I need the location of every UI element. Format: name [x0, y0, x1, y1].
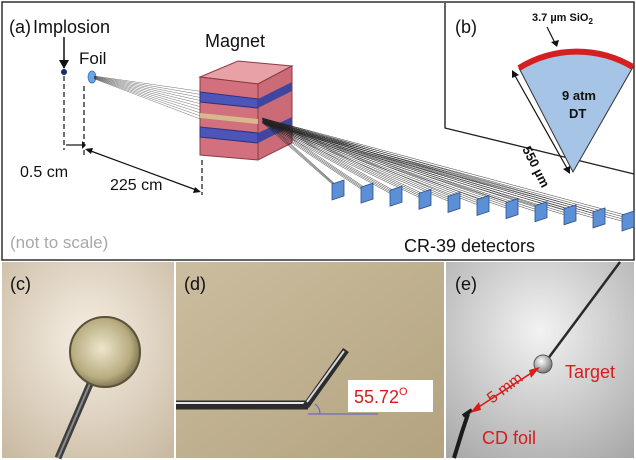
scale-note: (not to scale)	[10, 233, 108, 252]
beam-ray	[261, 122, 517, 212]
beam-ray	[261, 120, 370, 194]
cr39-detector	[534, 201, 548, 223]
detector-array	[331, 179, 635, 232]
shell-arrow	[546, 26, 556, 44]
beam-ray	[93, 77, 206, 112]
dispersed-beam	[261, 117, 633, 225]
cr39-detector	[360, 182, 374, 204]
beam-ray	[261, 122, 401, 200]
stalk-bent	[303, 347, 349, 409]
magnet	[198, 60, 294, 161]
distance-arrowhead-b	[529, 367, 540, 378]
cr39-detector	[476, 194, 490, 217]
dist-arrowhead-small	[82, 141, 86, 149]
beam-ray	[261, 120, 631, 222]
dist-arrowhead-large-a	[85, 148, 93, 154]
shell-arrowhead	[551, 40, 559, 47]
detectors-label: CR-39 detectors	[404, 236, 535, 256]
magnet-gap	[200, 113, 258, 124]
beam-ray	[261, 122, 372, 197]
beam-ray	[261, 117, 597, 213]
panel-a-label: (a)	[9, 17, 31, 37]
dist-small-label: 0.5 cm	[20, 164, 68, 181]
implosion-label: Implosion	[33, 17, 110, 37]
proton-beam	[93, 75, 206, 121]
beam-ray	[93, 78, 206, 118]
cr39-detector	[447, 191, 461, 213]
panel-c: (c)	[2, 262, 174, 460]
beam-ray	[261, 119, 367, 191]
beam-ray	[261, 120, 602, 219]
radius-arrowhead-b	[563, 166, 570, 174]
radius-arrow	[513, 73, 569, 171]
fill-pressure-label: 9 atm	[562, 88, 596, 103]
foil-sample	[69, 316, 141, 388]
panel-e-label: (e)	[455, 274, 477, 294]
cr39-detector	[389, 185, 403, 207]
panel-c-label: (c)	[10, 274, 31, 294]
shell-thickness-label: 3.7 µm SiO2	[532, 12, 593, 26]
ablator-shell	[517, 48, 635, 71]
implosion-point	[61, 69, 67, 75]
target-label: Target	[565, 362, 615, 382]
implosion-arrowhead	[59, 60, 69, 69]
panel-e: 5 mm Target CD foil (e)	[446, 261, 634, 459]
cd-foil-holder	[452, 413, 470, 459]
beam-ray	[261, 120, 486, 206]
foil-label: Foil	[79, 49, 106, 68]
beam-ray	[261, 122, 488, 209]
beam-ray	[261, 119, 628, 219]
radius-arrowhead-a	[512, 70, 519, 78]
panel-b-label: (b)	[455, 17, 477, 37]
beam-ray	[261, 122, 575, 219]
beam-ray	[261, 120, 457, 203]
beam-ray	[93, 77, 206, 109]
target-stalk	[545, 261, 622, 361]
dist-large-label: 225 cm	[110, 177, 162, 194]
beam-ray	[93, 76, 206, 99]
cd-foil-label: CD foil	[482, 428, 536, 448]
distance-arrow	[473, 369, 537, 411]
panel-d: 55.72O (d)	[176, 262, 444, 458]
angle-arc	[314, 403, 321, 415]
beam-ray	[93, 75, 206, 93]
beam-ray	[93, 77, 206, 105]
beam-ray	[261, 120, 515, 209]
cr39-detector	[331, 179, 345, 201]
foil-stalk-highlight	[57, 371, 96, 459]
beam-ray	[261, 119, 599, 216]
cd-foil-piece	[461, 408, 474, 418]
beam-ray	[261, 122, 546, 215]
cr39-detector	[563, 204, 577, 226]
cr39-detector	[418, 188, 432, 210]
beam-ray	[93, 78, 206, 121]
panel-d-photo	[176, 262, 444, 458]
stalk-bent-highlight	[306, 350, 345, 403]
angle-readout-box	[348, 380, 433, 412]
beam-ray	[261, 122, 343, 194]
dist-arrowhead-large-b	[193, 187, 201, 193]
angle-readout: 55.72O	[354, 386, 408, 407]
beam-ray	[261, 117, 626, 216]
cr39-detector	[505, 198, 519, 220]
fill-gas-label: DT	[569, 106, 586, 121]
beam-ray	[93, 76, 206, 102]
beam-ray	[261, 120, 341, 191]
distance-arrowhead-a	[470, 402, 481, 413]
magnet-label: Magnet	[205, 31, 265, 51]
beam-ray	[93, 77, 206, 115]
cr39-detector	[592, 207, 606, 229]
magnet-core-upper-side	[258, 82, 292, 108]
beam-ray	[93, 76, 206, 96]
panel-d-label: (d)	[184, 274, 206, 294]
cr39-detector	[621, 210, 635, 232]
dist-arrow-large	[87, 149, 200, 192]
